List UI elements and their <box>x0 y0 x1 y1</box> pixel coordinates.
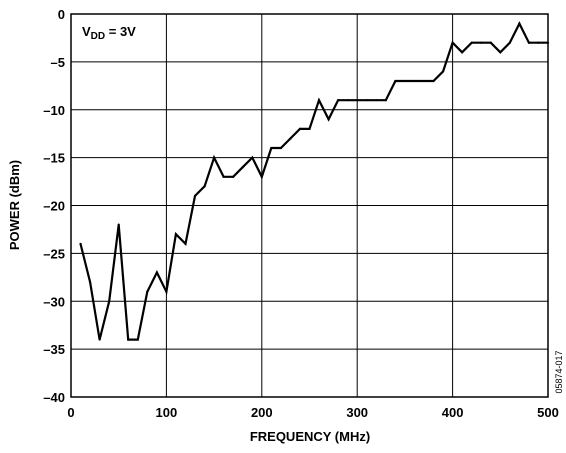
y-tick-label: –40 <box>43 390 65 405</box>
x-tick-label: 400 <box>442 405 464 420</box>
x-axis-label: FREQUENCY (MHz) <box>250 429 370 444</box>
y-tick-labels: 0 –5 –10 –15 –20 –25 –30 –35 –40 <box>43 7 65 405</box>
y-tick-label: 0 <box>58 7 65 22</box>
data-point <box>375 99 378 102</box>
data-point <box>127 338 130 341</box>
x-tick-label: 500 <box>537 405 559 420</box>
y-tick-label: –30 <box>43 294 65 309</box>
x-tick-label: 100 <box>156 405 178 420</box>
data-point <box>117 223 120 226</box>
x-tick-labels: 0 100 200 300 400 500 <box>67 405 558 420</box>
y-tick-label: –15 <box>43 151 65 166</box>
annotation-main: V <box>82 24 91 39</box>
data-point <box>241 166 244 169</box>
data-point <box>270 146 273 150</box>
figure-id: 05874-017 <box>554 350 564 393</box>
plot-area-frame <box>70 13 549 398</box>
y-tick-label: –20 <box>43 199 65 214</box>
data-point <box>346 99 349 102</box>
y-tick-label: –10 <box>43 103 65 118</box>
data-point <box>365 99 368 102</box>
data-point <box>279 146 282 150</box>
data-point <box>403 79 406 83</box>
data-point <box>422 79 426 83</box>
data-point <box>184 242 187 245</box>
data-point <box>174 233 178 236</box>
data-point <box>298 127 302 130</box>
data-point <box>317 99 321 102</box>
data-point <box>289 137 292 140</box>
data-point <box>480 41 483 44</box>
data-point <box>165 290 168 293</box>
svg-text:VDD = 3V: VDD = 3V <box>82 24 136 42</box>
data-point <box>260 175 263 178</box>
data-point <box>518 22 521 25</box>
y-axis-label: POWER (dBm) <box>7 160 22 250</box>
data-point <box>461 51 464 54</box>
data-point <box>489 41 492 44</box>
data-point <box>470 41 473 44</box>
data-point <box>251 156 254 159</box>
data-point <box>213 156 216 159</box>
data-point <box>327 118 330 121</box>
data-point <box>193 194 197 198</box>
data-point <box>441 70 445 73</box>
data-point <box>88 281 92 284</box>
x-tick-label: 0 <box>67 405 74 420</box>
data-point <box>308 127 311 130</box>
data-point <box>203 185 206 188</box>
data-point <box>527 41 531 44</box>
data-point <box>222 175 225 178</box>
x-tick-label: 200 <box>251 405 273 420</box>
data-point <box>432 79 435 83</box>
power-series-line <box>79 21 548 341</box>
data-point <box>337 99 340 102</box>
data-point <box>232 175 235 178</box>
annotation-tail: = 3V <box>105 24 136 39</box>
grid <box>71 14 548 397</box>
data-point <box>98 338 101 341</box>
data-point <box>413 79 416 83</box>
x-tick-label: 300 <box>346 405 368 420</box>
data-point <box>394 79 397 83</box>
vdd-annotation: VDD = 3V <box>73 16 165 42</box>
data-point <box>546 41 550 44</box>
data-point <box>356 99 359 102</box>
data-point <box>136 338 139 341</box>
y-tick-label: –5 <box>51 55 65 70</box>
data-points <box>79 22 550 341</box>
data-point <box>451 41 454 44</box>
data-point <box>499 51 502 54</box>
y-tick-label: –25 <box>43 246 65 261</box>
data-point <box>79 242 82 245</box>
data-point <box>108 300 111 303</box>
annotation-box <box>73 16 165 42</box>
data-point <box>508 41 511 44</box>
annotation-subscript: DD <box>91 31 105 42</box>
data-point <box>537 41 540 44</box>
data-point <box>155 271 158 274</box>
data-point <box>146 290 149 293</box>
y-tick-label: –35 <box>43 342 65 357</box>
data-point <box>384 99 387 102</box>
